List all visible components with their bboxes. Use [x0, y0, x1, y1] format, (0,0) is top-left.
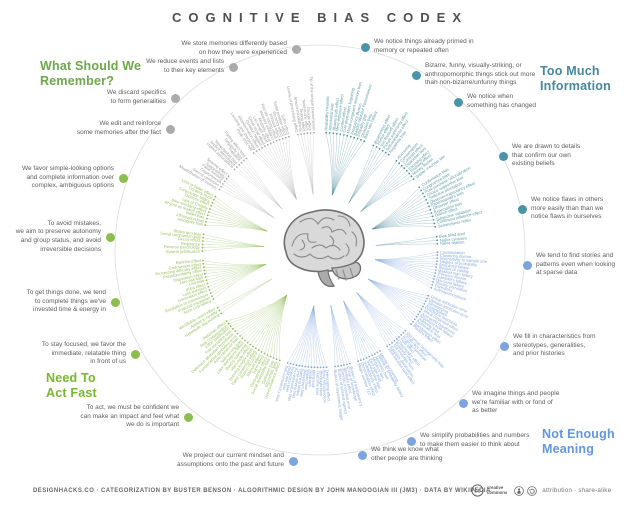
attribution-icon: [514, 485, 525, 496]
annotation-dot-simplify-numbers: [406, 436, 416, 446]
annotation-favor-simple: We favor simple-looking options and comp…: [21, 165, 114, 190]
quadrant-heading-nem: Not Enough Meaning: [542, 427, 615, 456]
annotation-dot-project-mindset: [288, 456, 298, 466]
annotation-simplify-numbers: We simplify probabilities and numbers to…: [420, 432, 530, 448]
annotation-dot-primed: [360, 42, 370, 52]
creative-commons-icon: cc: [471, 484, 484, 497]
annotation-think-we-know: We think we know what other people are t…: [371, 446, 443, 462]
annotation-stay-focused: To stay focused, we favor the immediate,…: [41, 341, 126, 366]
annotation-dot-notice-flaws: [517, 204, 527, 214]
annotation-dot-store-memories: [291, 44, 301, 54]
annotation-get-things-done: To get things done, we tend to complete …: [26, 289, 106, 314]
annotation-dot-bizarre: [411, 70, 421, 80]
annotation-dot-stay-focused: [130, 349, 140, 359]
bias-label: System justification: [165, 248, 201, 254]
annotation-dot-notice-changed: [453, 97, 463, 107]
annotation-reduce-events: We reduce events and lists to their key …: [146, 58, 224, 74]
annotation-notice-changed: We notice when something has changed: [467, 93, 537, 109]
license-block: cc creative commons attribution · share-…: [471, 484, 611, 497]
annotation-find-stories: We tend to find stories and patterns eve…: [536, 252, 616, 277]
annotation-notice-flaws: We notice flaws in others more easily th…: [531, 196, 604, 221]
license-text: attribution · share-alike: [542, 487, 612, 494]
annotation-dot-think-we-know: [357, 450, 367, 460]
annotation-dot-imagine-familiar: [458, 398, 468, 408]
annotation-edit-reinforce: We edit and reinforce some memories afte…: [76, 120, 161, 136]
svg-text:cc: cc: [474, 489, 481, 495]
annotation-primed: We notice things already primed in memor…: [374, 38, 474, 54]
annotation-dot-fill-in: [499, 341, 509, 351]
annotation-to-act: To act, we must be confident we can make…: [80, 404, 179, 429]
annotation-dot-avoid-mistakes: [105, 232, 115, 242]
annotation-fill-in: We fill in characteristics from stereoty…: [513, 333, 596, 358]
annotation-imagine-familiar: We imagine things and people we're famil…: [472, 390, 560, 415]
brain-illustration: [283, 209, 365, 287]
page-title: COGNITIVE BIAS CODEX: [171, 10, 469, 25]
quadrant-heading-tmi: Too Much Information: [540, 64, 611, 93]
annotation-store-memories: We store memories differently based on h…: [181, 40, 287, 56]
annotation-avoid-mistakes: To avoid mistakes, we aim to preserve au…: [15, 219, 101, 253]
footer-credits: DESIGNHACKS.CO · CATEGORIZATION BY BUSTE…: [33, 488, 491, 494]
annotation-drawn-details: We are drawn to details that confirm our…: [512, 143, 581, 168]
quadrant-heading-wswr: What Should We Remember?: [40, 59, 142, 88]
annotation-project-mindset: We project our current mindset and assum…: [177, 452, 284, 468]
annotation-dot-edit-reinforce: [165, 124, 175, 134]
annotation-dot-discard-specifics: [170, 93, 180, 103]
creative-commons-label: creative commons: [487, 484, 508, 495]
share-alike-icon: [527, 485, 538, 496]
annotation-dot-reduce-events: [228, 62, 238, 72]
quadrant-heading-ntaf: Need To Act Fast: [46, 371, 97, 400]
annotation-dot-drawn-details: [498, 151, 508, 161]
annotation-discard-specifics: We discard specifics to form generalitie…: [106, 89, 166, 105]
annotation-dot-favor-simple: [118, 173, 128, 183]
annotation-dot-find-stories: [522, 260, 532, 270]
annotation-dot-get-things-done: [110, 297, 120, 307]
annotation-bizarre: Bizarre, funny, visually-striking, or an…: [425, 62, 536, 87]
annotation-dot-to-act: [183, 412, 193, 422]
